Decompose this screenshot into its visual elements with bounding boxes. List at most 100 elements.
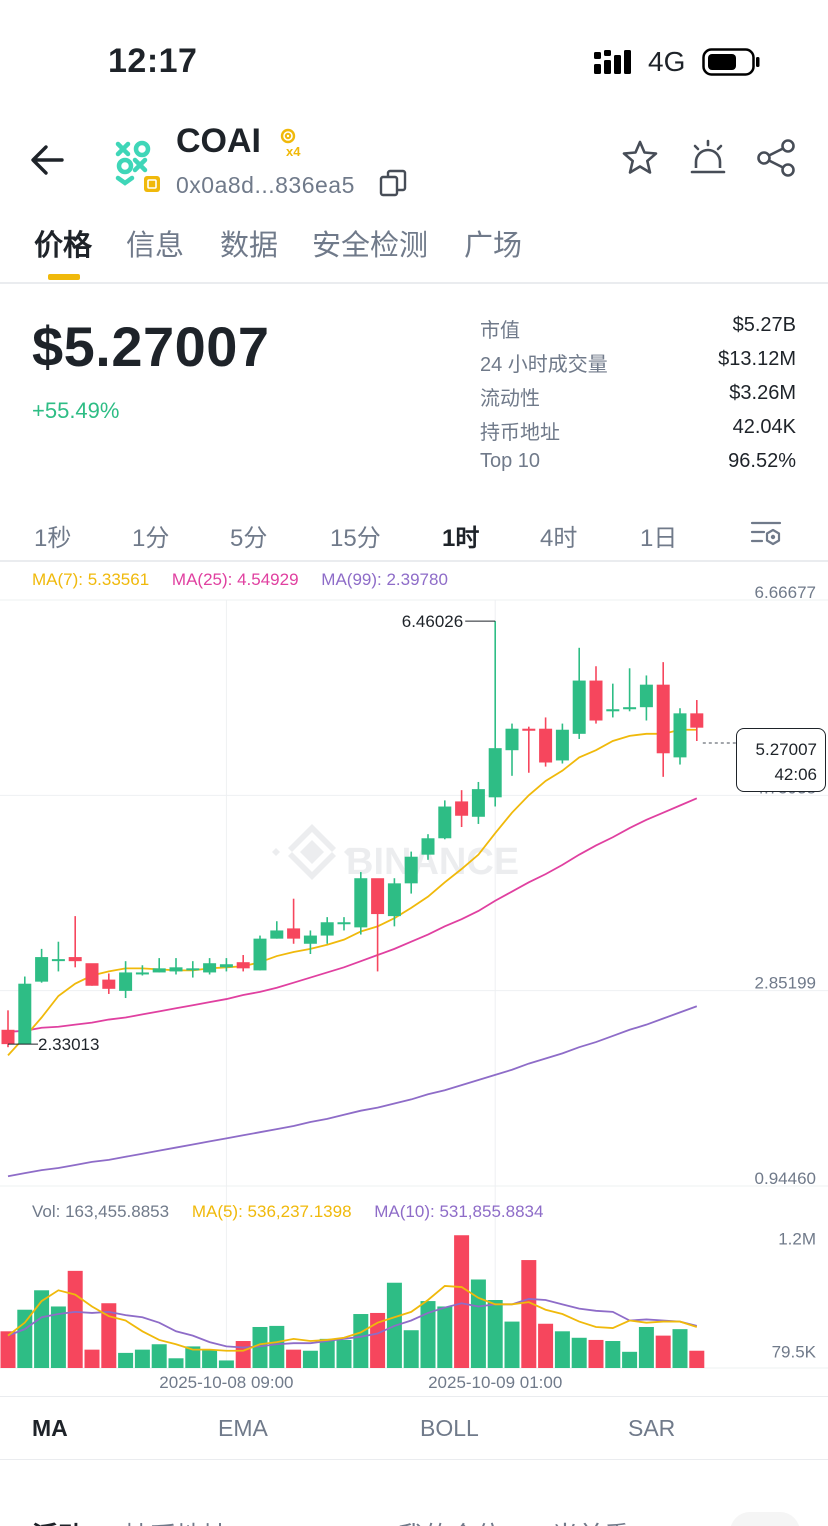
stat-row-top10: Top 10 96.52% — [480, 448, 796, 482]
token-stats: 市值 $5.27B 24 小时成交量 $13.12M 流动性 $3.26M 持币… — [480, 312, 796, 482]
candle-body — [169, 967, 183, 972]
ma7-line — [7, 728, 697, 1056]
stat-label: 持币地址 — [480, 422, 560, 444]
interval-1h[interactable]: 1时 — [442, 525, 480, 552]
stat-label: 市值 — [480, 320, 520, 342]
candle-body — [119, 972, 133, 991]
volume-bar — [151, 1344, 167, 1368]
volume-bar — [218, 1360, 234, 1368]
copy-icon[interactable] — [378, 168, 408, 198]
share-icon[interactable] — [754, 138, 798, 178]
stat-value: 42.04K — [732, 416, 796, 438]
tab-square[interactable]: 广场 — [464, 230, 523, 262]
candle-body — [102, 979, 116, 989]
volume-ma10-legend: MA(10): 531,855.8834 — [374, 1202, 544, 1221]
candle-body — [589, 680, 603, 721]
volume-bar — [571, 1337, 587, 1368]
price-tick-label: 6.66677 — [755, 583, 816, 602]
stat-label: 24 小时成交量 — [480, 354, 608, 376]
volume-bar — [538, 1323, 554, 1368]
candle-body — [303, 935, 317, 944]
volume-bar — [168, 1358, 184, 1368]
tab-activity[interactable]: 活动 — [32, 1516, 84, 1526]
indicator-sar[interactable]: SAR — [628, 1415, 676, 1441]
volume-bar — [118, 1352, 134, 1368]
star-icon[interactable] — [620, 138, 660, 178]
stat-row-24h-volume: 24 小时成交量 $13.12M — [480, 346, 796, 380]
filter-pill[interactable] — [730, 1512, 800, 1526]
tab-price[interactable]: 价格 — [34, 230, 93, 262]
volume-bar — [101, 1303, 117, 1368]
interval-15m[interactable]: 15分 — [330, 525, 381, 552]
tab-security-check[interactable]: 安全检测 — [312, 230, 429, 262]
candle-body — [471, 789, 485, 817]
interval-1d[interactable]: 1日 — [640, 525, 678, 552]
volume-ma10-line — [7, 1298, 698, 1349]
volume-bar — [672, 1329, 688, 1368]
back-arrow-icon[interactable] — [26, 140, 70, 180]
candle-body — [68, 957, 82, 962]
tab-data[interactable]: 数据 — [220, 230, 279, 262]
tab-my-positions[interactable]: 我的仓位 — [398, 1516, 502, 1526]
volume-bar — [269, 1325, 285, 1368]
status-time: 12:17 — [108, 42, 198, 80]
bottom-tabs: 活动 持币地址 (42.04K) 我的仓位 当前委 — [0, 1500, 828, 1526]
stat-value: $3.26M — [729, 382, 796, 404]
volume-bar — [588, 1339, 604, 1368]
multiplier-badge: x4 — [280, 128, 301, 158]
indicator-ma[interactable]: MA — [32, 1415, 68, 1441]
candle-body — [320, 922, 334, 936]
interval-selector: 1秒 1分 5分 15分 1时 4时 1日 — [0, 506, 828, 562]
volume-bar — [622, 1351, 638, 1368]
volume-tick-label: 79.5K — [772, 1342, 817, 1361]
tab-info[interactable]: 信息 — [126, 230, 185, 262]
ma99-line — [7, 1005, 698, 1178]
ma99-legend: MA(99): 2.39780 — [321, 570, 448, 589]
price-tick-label: 2.85199 — [755, 974, 816, 993]
candle-body — [522, 728, 536, 731]
current-price: $5.27007 — [32, 315, 270, 378]
stat-value: $13.12M — [718, 348, 796, 370]
stat-row-liquidity: 流动性 $3.26M — [480, 380, 796, 414]
volume-bar — [437, 1306, 453, 1368]
volume-bar — [420, 1301, 436, 1368]
price-tick-label: 0.94460 — [755, 1169, 816, 1188]
candle-body — [623, 707, 637, 710]
candle-body — [186, 968, 200, 971]
chart-settings-icon[interactable] — [750, 518, 784, 548]
interval-4h[interactable]: 4时 — [540, 525, 578, 552]
price-alert-icon[interactable] — [688, 138, 728, 178]
kline-chart[interactable]: BINANCE 6.666774.759382.851990.944602025… — [0, 562, 828, 1396]
interval-5m[interactable]: 5分 — [230, 525, 268, 552]
ma25-legend: MA(25): 4.54929 — [171, 570, 299, 589]
candle-body — [673, 713, 687, 758]
time-tick-label: 2025-10-08 09:00 — [159, 1373, 293, 1392]
candle-body — [236, 962, 250, 969]
candle-body — [135, 972, 149, 975]
candle-body — [690, 713, 704, 728]
volume-bar — [202, 1349, 218, 1368]
candle-body — [337, 922, 351, 925]
current-price-tag: 5.27007 42:06 — [736, 728, 826, 792]
interval-1s[interactable]: 1秒 — [34, 525, 72, 552]
volume-bar — [185, 1346, 201, 1368]
tab-open-orders[interactable]: 当前委 — [552, 1516, 630, 1526]
candle-body — [455, 801, 469, 816]
volume-bar — [235, 1341, 251, 1368]
tab-holders[interactable]: 持币地址 (42.04K) — [124, 1516, 335, 1526]
ma-legend: MA(7): 5.33561 MA(25): 4.54929 MA(99): 2… — [32, 570, 466, 590]
candle-body — [421, 838, 435, 855]
signal-icon — [594, 50, 631, 74]
indicator-ema[interactable]: EMA — [218, 1415, 268, 1441]
indicator-boll[interactable]: BOLL — [420, 1415, 479, 1441]
candle-body — [387, 883, 401, 917]
volume-bar — [689, 1350, 705, 1368]
interval-1m[interactable]: 1分 — [132, 525, 170, 552]
stat-value: 96.52% — [728, 450, 796, 472]
candle-body — [505, 728, 519, 751]
volume-bar — [50, 1306, 66, 1368]
candle-body — [606, 709, 620, 712]
volume-bar — [252, 1326, 268, 1368]
candle-body — [438, 806, 452, 839]
candle-body — [488, 748, 502, 798]
